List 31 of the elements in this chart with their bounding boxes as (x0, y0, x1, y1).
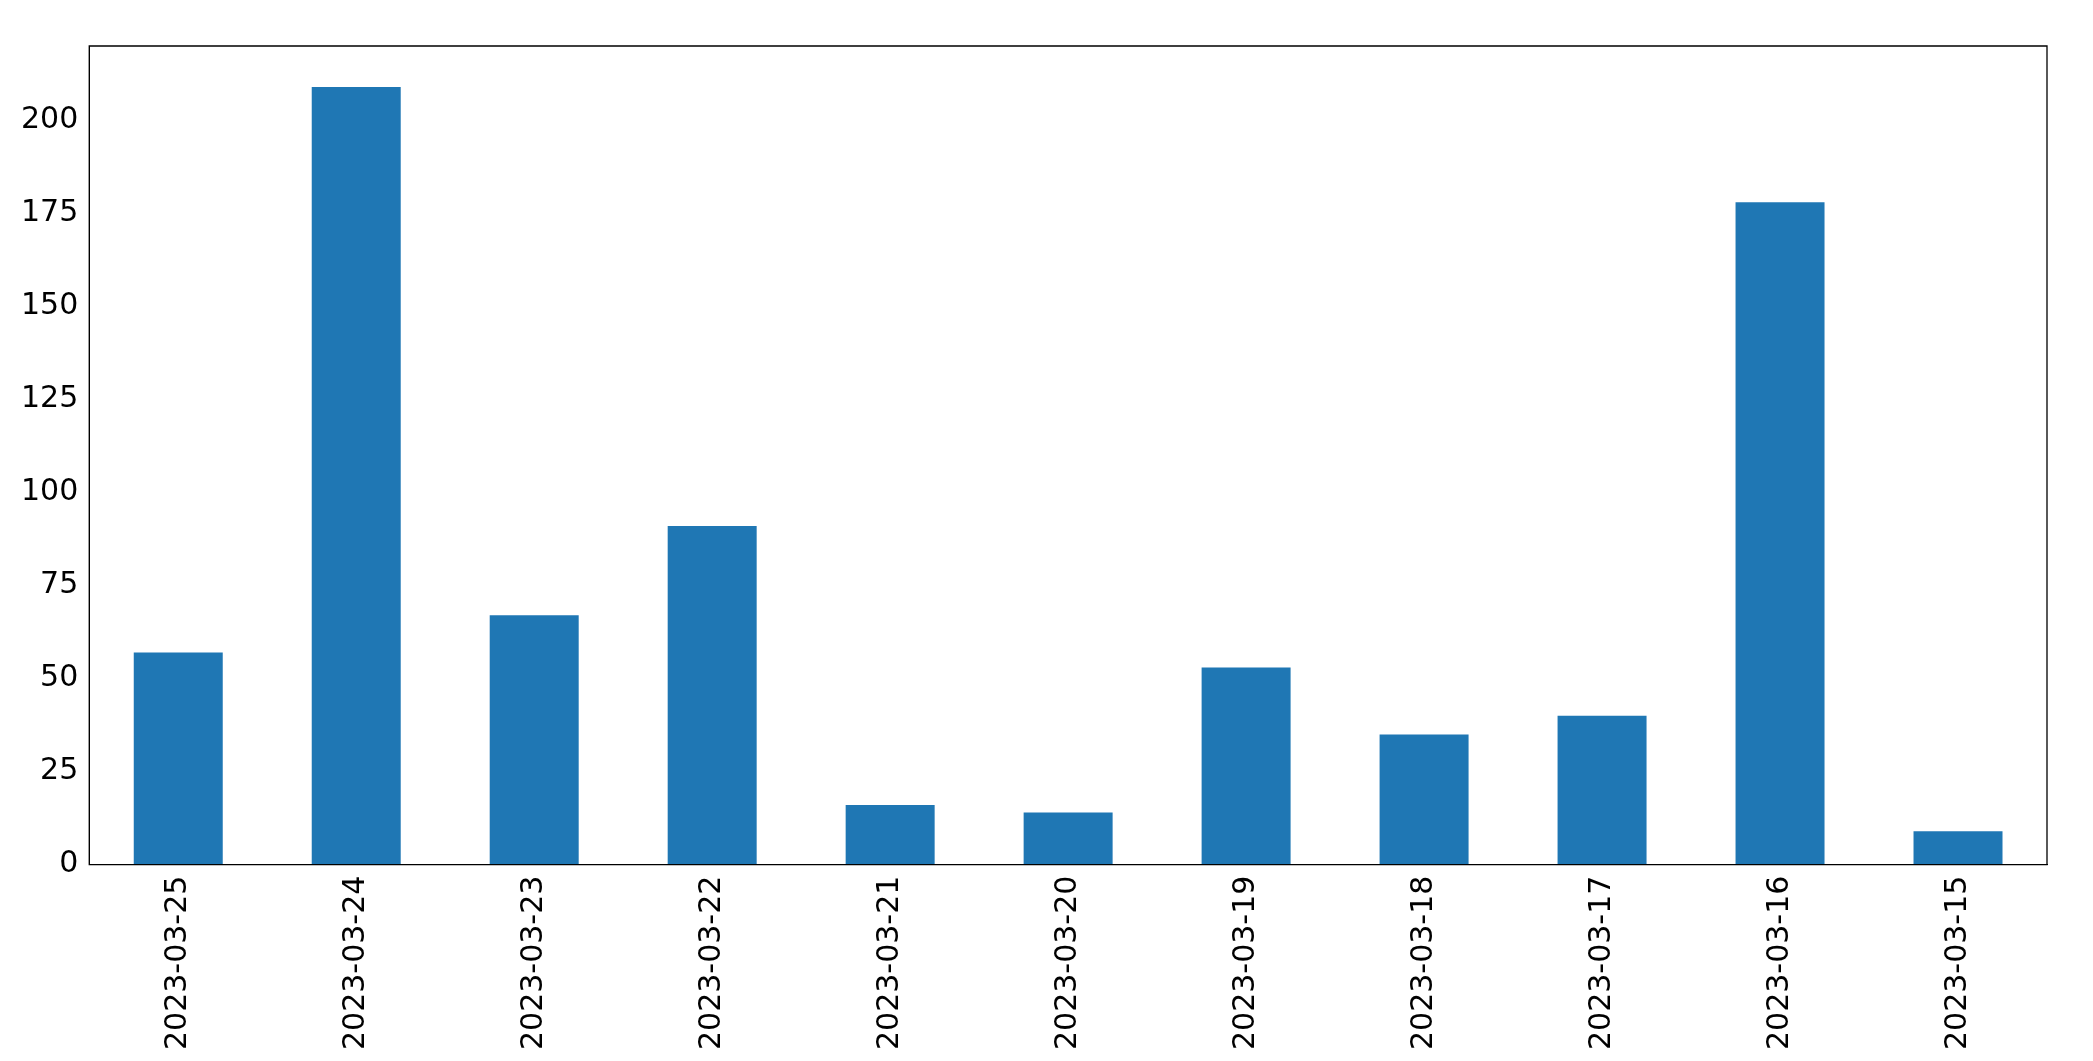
x-tick-label: 2023-03-21 (869, 875, 905, 1051)
y-tick-label: 150 (21, 286, 79, 322)
y-tick-label: 200 (21, 100, 79, 136)
y-tick-label: 50 (40, 658, 79, 694)
y-tick-label: 100 (21, 472, 79, 508)
y-tick-label: 25 (40, 751, 79, 787)
y-tick-label: 0 (59, 844, 79, 880)
y-tick-label: 175 (21, 193, 79, 229)
x-tick-label: 2023-03-18 (1403, 875, 1439, 1051)
x-tick-label: 2023-03-16 (1759, 875, 1795, 1051)
bar (1913, 831, 2003, 865)
bar (133, 652, 223, 865)
bar (1201, 667, 1291, 865)
x-tick-label: 2023-03-17 (1581, 875, 1617, 1051)
x-tick-label: 2023-03-20 (1047, 875, 1083, 1051)
bar (1023, 812, 1113, 865)
bar (845, 805, 935, 865)
y-tick-label: 125 (21, 379, 79, 415)
x-tick-label: 2023-03-23 (514, 875, 549, 1051)
y-tick-label: 75 (40, 565, 79, 601)
x-tick-label: 2023-03-19 (1225, 875, 1261, 1051)
x-tick-label: 2023-03-25 (158, 875, 194, 1051)
bar (1379, 734, 1469, 865)
bar (667, 526, 757, 865)
bar (489, 615, 579, 865)
x-tick-label: 2023-03-22 (691, 875, 727, 1051)
bar (1557, 715, 1647, 865)
x-tick-label: 2023-03-15 (1937, 875, 1973, 1051)
bar (311, 86, 401, 865)
bar (1735, 202, 1825, 865)
x-tick-label: 2023-03-24 (336, 875, 372, 1051)
